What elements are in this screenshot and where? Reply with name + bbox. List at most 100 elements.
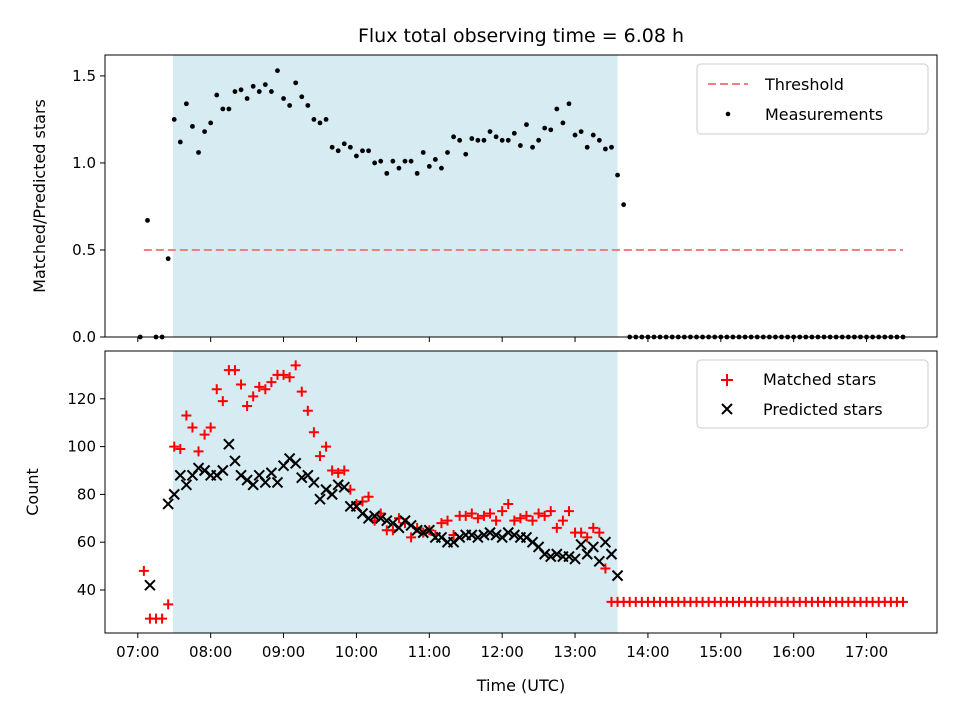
- predicted-star-point: [551, 548, 563, 560]
- chart-title: Flux total observing time = 6.08 h: [358, 25, 684, 47]
- measurement-point: [390, 158, 396, 164]
- measurement-point: [487, 129, 493, 134]
- measurement-point: [183, 101, 189, 107]
- measurement-point: [275, 68, 280, 74]
- matched-star-point: [266, 377, 277, 388]
- measurement-point: [281, 96, 286, 101]
- measurement-point: [615, 172, 620, 178]
- measurement-point: [542, 125, 548, 131]
- matched-star-point: [211, 384, 222, 395]
- ratio-y-axis-label: Matched/Predicted stars: [30, 99, 49, 293]
- matched-star-point: [533, 508, 544, 519]
- matched-star-point: [229, 365, 240, 376]
- measurement-point: [420, 150, 426, 155]
- predicted-star-point: [217, 464, 229, 477]
- measurement-point: [493, 134, 499, 140]
- measurement-point: [165, 256, 171, 262]
- matched-star-point: [242, 400, 253, 411]
- matched-star-point: [503, 498, 514, 509]
- measurement-point: [256, 89, 262, 94]
- measurement-point: [384, 170, 390, 176]
- count-axis-ticks: 07:00 08:00 09:00 10:00 11:00 12:00 13:00 14:00…: [67, 390, 888, 661]
- y-tick-label: 40: [77, 581, 96, 599]
- matched-star-point: [897, 596, 908, 607]
- x-tick-label: 14:00: [626, 643, 669, 661]
- measurement-point: [311, 117, 317, 122]
- y-tick-label: 1.0: [72, 154, 96, 172]
- measurement-point: [536, 137, 542, 143]
- matched-star-point: [248, 391, 259, 402]
- measurement-point: [190, 123, 195, 129]
- matched-star-point: [278, 369, 289, 380]
- matched-star-point: [333, 467, 344, 478]
- predicted-star-point: [599, 536, 612, 548]
- count-panel-frame: [104, 350, 938, 634]
- matched-star-point: [600, 563, 611, 574]
- measurement-point: [250, 83, 256, 89]
- measurement-point: [530, 144, 535, 150]
- matched-star-point: [236, 379, 247, 390]
- predicted-star-point: [484, 526, 496, 539]
- matched-star-point: [138, 565, 149, 576]
- count-legend-box: [696, 359, 929, 429]
- predicted-star-point: [611, 569, 624, 582]
- measurement-point: [262, 82, 268, 87]
- x-tick-label: 17:00: [845, 643, 888, 661]
- measurement-point: [554, 106, 560, 112]
- predicted-star-point: [229, 455, 241, 467]
- x-axis-label: Time (UTC): [476, 676, 565, 695]
- measurements-legend-label: Measurements: [765, 105, 883, 124]
- measurement-point: [445, 150, 450, 155]
- measurement-point: [469, 136, 475, 141]
- measurement-point: [329, 144, 335, 150]
- x-tick-label: 10:00: [335, 643, 378, 661]
- predicted-star-point: [259, 476, 272, 489]
- predicted-star-point: [362, 512, 375, 524]
- measurement-point: [408, 158, 414, 164]
- measurement-point: [335, 148, 341, 154]
- measurement-point: [578, 129, 584, 134]
- ratio-axis-ticks: 0.0 0.5 1.0 1.5: [72, 67, 868, 346]
- measurement-point: [463, 151, 469, 157]
- matched-star-point: [588, 522, 599, 533]
- x-tick-label: 07:00: [116, 643, 159, 661]
- measurement-point: [426, 164, 432, 169]
- measurement-point: [360, 148, 365, 154]
- count-plot-area: [138, 351, 908, 633]
- measurement-point: [621, 202, 627, 208]
- measurement-point: [609, 144, 614, 150]
- y-tick-label: 80: [77, 485, 96, 503]
- matched-star-point: [290, 360, 301, 371]
- predicted-star-point: [605, 548, 618, 560]
- predicted-star-point: [417, 526, 429, 539]
- matched-star-point: [545, 506, 556, 517]
- measurement-point: [323, 117, 329, 122]
- measurement-point: [232, 89, 238, 94]
- matched-star-point: [551, 522, 562, 533]
- matched-star-point: [205, 422, 216, 433]
- matched-star-point: [169, 441, 180, 452]
- predicted-star-point: [569, 553, 581, 565]
- measurement-point: [269, 89, 274, 94]
- measurement-point: [596, 137, 602, 143]
- measurement-point: [499, 137, 505, 143]
- matched-star-point: [199, 429, 210, 440]
- x-tick-label: 11:00: [408, 643, 451, 661]
- predicted-star-point: [508, 529, 521, 541]
- measurement-point: [196, 150, 201, 155]
- predicted-star-point: [587, 541, 599, 553]
- matched-star-point: [509, 515, 520, 526]
- x-tick-label: 13:00: [553, 643, 596, 661]
- observing-window-band: [173, 55, 618, 337]
- predicted-star-point: [332, 479, 344, 491]
- measurement-point: [524, 122, 529, 128]
- matched-star-point: [296, 386, 307, 397]
- predicted-star-point: [168, 488, 180, 501]
- y-tick-label: 0.5: [72, 241, 96, 259]
- matched-star-point: [442, 515, 453, 526]
- measurement-point: [366, 148, 371, 154]
- predicted-star-point: [453, 531, 466, 544]
- matched-star-point: [187, 422, 198, 433]
- measurement-point: [305, 103, 311, 108]
